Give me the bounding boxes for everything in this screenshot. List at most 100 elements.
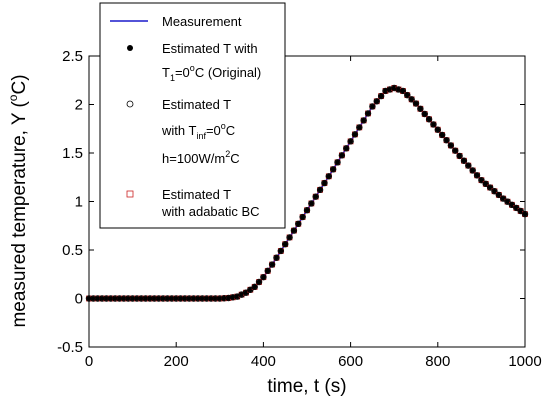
convective-estimate-marker xyxy=(504,198,511,205)
convective-estimate-marker xyxy=(299,213,306,221)
original-estimate-marker xyxy=(500,196,506,201)
convective-estimate-marker xyxy=(282,240,289,248)
convective-estimate-marker xyxy=(478,176,485,184)
convective-estimate-marker xyxy=(491,188,498,195)
original-estimate-marker xyxy=(479,177,484,183)
convective-estimate-marker xyxy=(517,207,524,215)
original-estimate-marker xyxy=(261,274,266,280)
y-tick-label: -0.5 xyxy=(57,339,83,356)
convective-estimate-marker xyxy=(460,157,468,164)
original-estimate-marker xyxy=(104,296,109,301)
convective-estimate-marker xyxy=(465,162,472,169)
convective-estimate-marker xyxy=(247,286,254,293)
legend-est3-line2: with adabatic BC xyxy=(161,204,260,219)
original-estimate-marker xyxy=(265,268,271,274)
convective-estimate-marker xyxy=(438,131,446,139)
original-estimate-marker xyxy=(191,296,197,301)
original-estimate-marker xyxy=(304,207,310,213)
original-estimate-marker xyxy=(134,296,140,301)
original-estimate-marker xyxy=(295,221,301,227)
original-estimate-marker xyxy=(160,296,166,301)
original-estimate-marker xyxy=(247,287,253,293)
convective-estimate-marker xyxy=(421,110,428,118)
original-estimate-marker xyxy=(435,127,441,133)
convective-estimate-marker xyxy=(338,152,346,159)
legend: Measurement Estimated T with T1=0oC (Ori… xyxy=(99,2,286,229)
convective-estimate-marker xyxy=(325,173,332,180)
original-estimate-marker xyxy=(474,172,480,178)
convective-estimate-marker xyxy=(277,247,285,255)
y-axis-label-unit: C) xyxy=(9,74,30,94)
convective-estimate-marker xyxy=(316,186,324,194)
original-estimate-marker xyxy=(374,98,380,104)
x-tick-label: 600 xyxy=(338,353,363,370)
convective-estimate-marker xyxy=(308,200,315,207)
legend-filled-circle-swatch xyxy=(127,45,133,51)
convective-estimate-marker xyxy=(417,105,424,112)
original-estimate-marker xyxy=(518,208,524,214)
legend-est2-line2: with Tinf=0oC xyxy=(161,121,235,141)
original-estimate-marker xyxy=(112,296,118,301)
convective-estimate-marker xyxy=(343,145,350,152)
original-estimate-marker xyxy=(130,296,136,301)
convective-estimate-marker xyxy=(260,273,267,281)
original-estimate-marker xyxy=(339,152,345,158)
convective-estimate-marker xyxy=(434,126,441,133)
original-estimate-marker xyxy=(178,296,183,301)
original-estimate-marker xyxy=(356,124,362,130)
original-estimate-marker xyxy=(426,116,432,122)
original-estimate-marker xyxy=(496,192,502,198)
original-estimate-marker xyxy=(470,168,476,173)
convective-estimate-marker xyxy=(329,166,337,173)
legend-measurement-label: Measurement xyxy=(162,14,242,29)
convective-estimate-marker xyxy=(369,103,376,110)
original-estimate-marker xyxy=(252,284,258,290)
original-estimate-marker xyxy=(213,296,218,301)
legend-est3-line1: Estimated T xyxy=(162,187,231,202)
original-estimate-marker xyxy=(156,296,162,301)
original-estimate-marker xyxy=(452,148,458,154)
original-estimate-marker xyxy=(313,194,319,200)
original-estimate-marker xyxy=(186,296,192,301)
original-estimate-marker xyxy=(365,111,371,116)
convective-estimate-marker xyxy=(373,98,380,105)
original-estimate-marker xyxy=(505,199,510,205)
original-estimate-marker xyxy=(378,93,384,99)
original-estimate-marker xyxy=(269,262,275,267)
original-estimate-marker xyxy=(322,180,327,186)
original-estimate-marker xyxy=(234,294,240,299)
y-axis-label: measured temperature, Y (oC) xyxy=(6,74,30,327)
convective-estimate-marker xyxy=(452,147,459,154)
x-axis-label: time, t (s) xyxy=(267,376,346,397)
original-estimate-marker xyxy=(278,248,284,254)
original-estimate-marker xyxy=(147,296,153,301)
original-estimate-marker xyxy=(509,202,515,208)
convective-estimate-marker xyxy=(412,100,420,107)
convective-estimate-marker xyxy=(495,191,503,199)
original-estimate-marker xyxy=(152,296,157,301)
original-estimate-marker xyxy=(444,137,449,143)
convective-estimate-marker xyxy=(360,117,367,124)
convective-estimate-marker xyxy=(273,254,280,261)
convective-estimate-marker xyxy=(399,87,407,95)
original-estimate-marker xyxy=(143,296,149,301)
original-estimate-marker xyxy=(308,201,314,206)
original-estimate-marker xyxy=(461,158,467,164)
convective-estimate-marker xyxy=(482,180,489,188)
original-estimate-marker xyxy=(404,92,410,98)
original-estimate-marker xyxy=(121,296,127,301)
convective-estimate-marker xyxy=(430,121,437,128)
convective-estimate-marker xyxy=(473,172,481,179)
convective-estimate-marker xyxy=(264,267,271,275)
original-estimate-marker xyxy=(422,111,428,117)
original-estimate-marker xyxy=(204,296,210,301)
original-estimate-marker xyxy=(239,292,245,298)
original-estimate-marker xyxy=(208,296,214,301)
x-tick-label: 400 xyxy=(251,353,276,370)
original-estimate-marker xyxy=(274,255,279,261)
original-estimate-marker xyxy=(483,181,489,187)
original-estimate-marker xyxy=(243,290,249,296)
x-tick-label: 0 xyxy=(85,353,93,370)
convective-estimate-marker xyxy=(425,116,433,123)
original-estimate-marker xyxy=(409,96,415,102)
